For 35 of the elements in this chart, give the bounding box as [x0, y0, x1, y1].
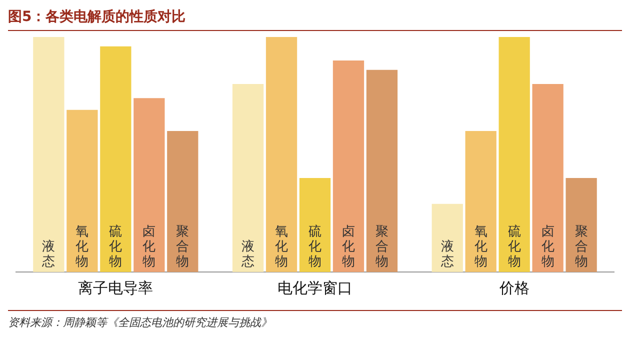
bar — [465, 131, 496, 272]
bar — [167, 131, 198, 272]
text: 硫化物 — [508, 224, 521, 270]
series-label: 液态 — [41, 239, 56, 270]
text: 氧化物 — [474, 224, 488, 270]
text: 液态 — [440, 239, 454, 270]
bar — [134, 98, 165, 272]
text: 卤化物 — [541, 224, 554, 270]
text: 氧化物 — [275, 224, 288, 270]
text: 聚合物 — [574, 224, 588, 270]
series-label: 氧化物 — [76, 224, 89, 270]
bar — [332, 60, 364, 272]
x-tick-label: 电化学窗口 — [278, 278, 352, 297]
bar — [566, 178, 597, 272]
text: 液态 — [242, 239, 255, 270]
bar — [66, 110, 98, 272]
bar — [100, 46, 132, 272]
text: 硫化物 — [308, 224, 322, 270]
bar — [33, 37, 64, 272]
bar — [232, 84, 264, 272]
x-tick-label: 离子电导率 — [78, 278, 154, 297]
series-label: 硫化物 — [109, 224, 122, 270]
bar — [266, 37, 298, 272]
series-label: 卤化物 — [142, 224, 156, 270]
bar — [532, 84, 564, 272]
series-label: 聚合物 — [176, 224, 190, 270]
text: 卤化物 — [342, 224, 355, 270]
bar — [299, 178, 331, 272]
bar — [366, 70, 398, 272]
bar — [498, 37, 530, 272]
bar — [432, 204, 463, 272]
chart-title: 图5：各类电解质的性质对比 — [8, 8, 622, 31]
text: 聚合物 — [375, 224, 388, 270]
text: 资料来源：周静颖等《全固态电池的研究进展与挑战》 — [8, 315, 273, 330]
x-tick-label: 价格 — [498, 278, 530, 297]
